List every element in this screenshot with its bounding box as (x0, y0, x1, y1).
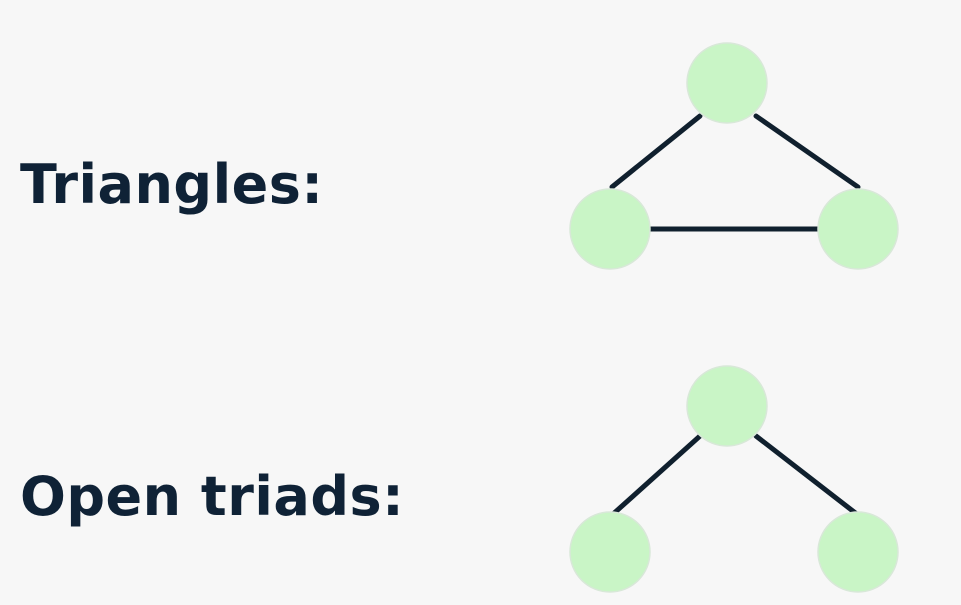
triangle-node-right (817, 188, 899, 270)
open-triads-label: Open triads: (20, 465, 405, 528)
open-triad-edge-top-left (609, 433, 703, 518)
triangle-node-left (569, 188, 651, 270)
triangle-edge-top-right (753, 113, 861, 190)
triangle-edge-top-left (609, 113, 703, 190)
open-triad-graph (569, 365, 899, 593)
open-triad-node-top (686, 365, 768, 447)
open-triad-node-left (569, 511, 651, 593)
open-triad-edge-top-right (753, 433, 861, 518)
open-triad-node-right (817, 511, 899, 593)
triangle-node-top (686, 42, 768, 124)
triangles-label: Triangles: (20, 153, 324, 216)
triangle-graph (569, 42, 899, 270)
